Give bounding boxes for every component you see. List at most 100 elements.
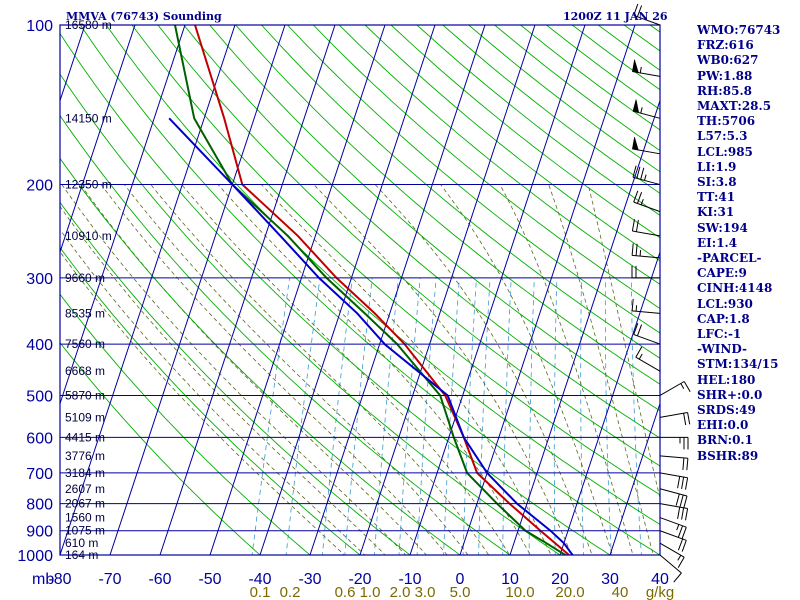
dry-adiabat-line [312, 25, 660, 310]
moist-adiabat-line [100, 184, 448, 555]
dry-adiabat-line [286, 25, 660, 334]
moist-adiabat-line [123, 184, 469, 555]
height-label: 1560 m [65, 511, 105, 525]
dry-adiabat-line [60, 293, 311, 555]
mixing-ratio-label: 0.1 [250, 584, 271, 600]
wind-barb [659, 472, 689, 490]
moist-adiabat-line [61, 184, 407, 555]
temperature-tick-label: -30 [298, 571, 321, 588]
dry-adiabat-line [364, 25, 660, 262]
dry-adiabat-line [235, 25, 660, 385]
index-item: STM:134/15 [697, 357, 779, 372]
mixing-ratio-label: 10.0 [505, 584, 534, 600]
mixing-ratio-label: 1.0 [360, 584, 381, 600]
height-label: 16580 m [65, 18, 112, 32]
isotherm-line [509, 99, 660, 555]
dry-adiabat-line [60, 114, 511, 555]
index-item: -PARCEL- [697, 251, 762, 266]
mixing-ratio-line [528, 277, 535, 555]
index-item: KI:31 [697, 205, 735, 220]
height-label: 6668 m [65, 364, 105, 378]
index-item: BSHR:89 [697, 448, 759, 463]
mixing-ratio-unit-label: g/kg [646, 584, 674, 600]
dry-adiabat-line [60, 157, 461, 555]
wind-barb [631, 265, 661, 279]
height-label: 4415 m [65, 430, 105, 444]
mixing-ratio-line [553, 277, 558, 555]
temperature-tick-label: -50 [198, 571, 221, 588]
temperature-tick-label: 30 [601, 571, 619, 588]
temperature-tick-label: 0 [456, 571, 465, 588]
height-label: 610 m [65, 536, 98, 550]
dry-adiabat-line [60, 246, 361, 555]
pressure-tick-label: 400 [26, 337, 53, 354]
pressure-tick-label: 600 [26, 430, 53, 447]
wind-barb [659, 503, 689, 521]
isotherm-line [359, 25, 536, 555]
dry-adiabat-line [131, 25, 660, 496]
index-item: SI:3.8 [697, 175, 737, 190]
dry-adiabat-line [338, 25, 660, 285]
height-label: 10910 m [65, 229, 112, 243]
mixing-ratio-line [502, 277, 512, 555]
dry-adiabat-line [60, 201, 411, 555]
index-item: SHR+:0.0 [697, 387, 763, 402]
dry-adiabat-line [157, 25, 660, 467]
pressure-tick-label: 700 [26, 466, 53, 483]
index-item: LFC:-1 [697, 327, 742, 342]
temperature-tick-label: -60 [148, 571, 171, 588]
temperature-tick-label: 10 [501, 571, 519, 588]
mixing-ratio-line [285, 277, 321, 555]
pressure-tick-label: 1000 [17, 548, 53, 565]
wind-barb [633, 190, 661, 213]
wind-barb [659, 455, 689, 471]
mixing-ratio-label: 0.6 [335, 584, 356, 600]
index-item: WMO:76743 [697, 23, 781, 37]
sounding-datetime: 1200Z 11 JAN 26 [563, 10, 668, 23]
wind-barb [659, 381, 691, 396]
index-item: EI:1.4 [697, 235, 738, 250]
isotherm-line [609, 401, 660, 555]
height-label: 1075 m [65, 524, 105, 538]
index-item: SRDS:49 [697, 403, 756, 418]
mixing-ratio-line [321, 277, 353, 555]
wind-barb [659, 542, 685, 568]
index-item: TH:5706 [697, 114, 756, 129]
height-label: 2607 m [65, 482, 105, 496]
isotherm-line [60, 25, 86, 103]
dry-adiabat-line [183, 25, 660, 439]
dry-adiabat-line [260, 25, 660, 359]
mixing-ratio-line [604, 277, 612, 555]
index-item: BRN:0.1 [697, 433, 753, 448]
isotherm-line [159, 25, 336, 555]
height-label: 2067 m [65, 497, 105, 511]
isotherm-line [409, 25, 586, 555]
temperature-tick-label: -70 [98, 571, 121, 588]
index-item: -WIND- [697, 342, 747, 357]
index-item: CAP:1.8 [697, 311, 750, 326]
pressure-tick-label: 200 [26, 178, 53, 195]
index-item: L57:5.3 [697, 129, 748, 144]
temperature-tick-label: -20 [348, 571, 371, 588]
moist-adiabat-line [374, 184, 593, 555]
height-label: 5870 m [65, 388, 105, 402]
mixing-ratio-line [251, 277, 290, 555]
moist-adiabat-line [261, 184, 552, 555]
index-item: TT:41 [697, 190, 736, 205]
isotherm-line [60, 25, 136, 254]
isotherm-line [559, 250, 660, 555]
height-label: 164 m [65, 548, 98, 562]
mixing-ratio-line [443, 277, 460, 555]
moist-adiabat-line [313, 184, 573, 555]
height-label: 14150 m [65, 111, 112, 125]
pressure-tick-label: 900 [26, 524, 53, 541]
mixing-ratio-label: 5.0 [450, 584, 471, 600]
index-item: WB0:627 [697, 53, 759, 68]
temperature-tick-label: -40 [248, 571, 271, 588]
wind-barb [631, 298, 661, 314]
wind-barb [659, 517, 687, 539]
wind-barb [633, 3, 661, 26]
mixing-ratio-line [398, 277, 421, 555]
index-item: SW:194 [697, 220, 748, 235]
wind-barb [632, 59, 661, 77]
